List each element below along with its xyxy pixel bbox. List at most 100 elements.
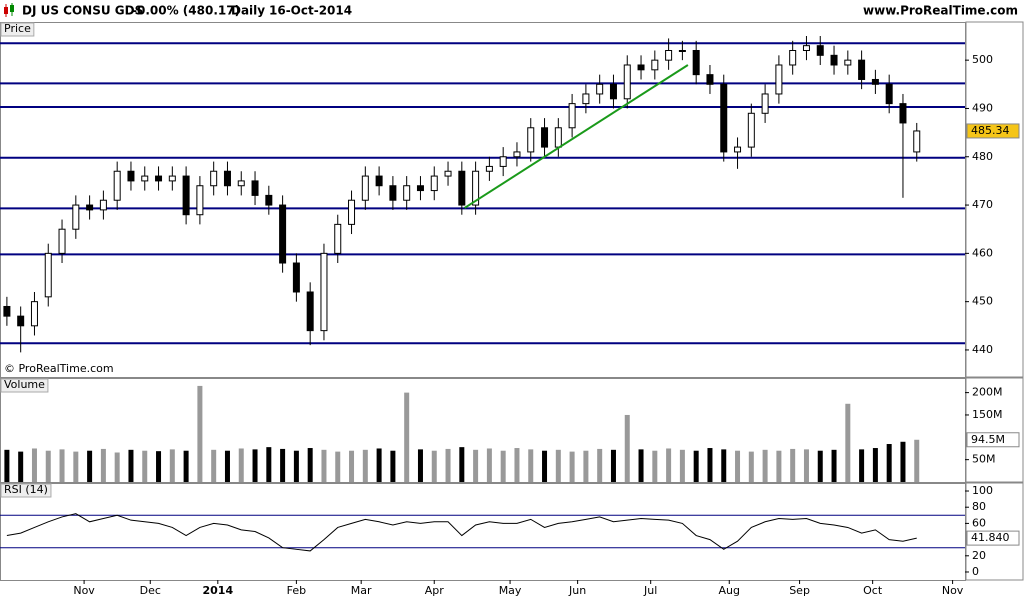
volume-bar (514, 448, 520, 482)
candle-body (334, 223, 342, 254)
candle-body (444, 170, 452, 177)
candle-body (554, 127, 562, 148)
candle-body (596, 83, 604, 95)
candle-body (251, 180, 259, 196)
x-tick-label: May (499, 584, 522, 597)
candle-body (775, 64, 783, 95)
candle-body (320, 252, 328, 332)
candle-body (292, 262, 300, 293)
volume-bar (542, 450, 548, 482)
candle-body (871, 78, 879, 85)
volume-bar (707, 448, 713, 482)
volume-bar (211, 449, 217, 482)
volume-bar (280, 448, 286, 482)
volume-bar (831, 449, 837, 482)
volume-bar (390, 450, 396, 482)
volume-bar (652, 450, 658, 482)
last-value-box (966, 123, 1020, 139)
candle-body (306, 291, 314, 332)
candle-body (99, 199, 107, 211)
candle-body (582, 93, 590, 105)
y-tick-label: 80 (972, 500, 986, 513)
volume-bar (293, 450, 299, 482)
panel-label: Price (4, 22, 31, 35)
candle-body (361, 175, 369, 201)
volume-bar (197, 385, 203, 482)
candle-body (623, 64, 631, 100)
y-tick-label: 480 (972, 150, 993, 163)
volume-bar (31, 448, 37, 482)
candle-body (913, 130, 921, 153)
candle-body (651, 59, 659, 71)
x-tick-label: Jun (568, 584, 586, 597)
y-tick-label: 150M (972, 408, 1003, 421)
x-tick-label: Nov (73, 584, 95, 597)
panel-label-box (0, 483, 52, 498)
x-tick-label: Nov (942, 584, 964, 597)
candle-body (816, 45, 824, 56)
y-tick-label: 450 (972, 295, 993, 308)
candle-body (127, 170, 135, 182)
volume-bar (859, 449, 865, 482)
candle-body (430, 175, 438, 192)
candle-body (844, 59, 852, 66)
candle-body (734, 146, 742, 153)
y-tick-label: 20 (972, 549, 986, 562)
volume-bar (349, 450, 355, 482)
volume-bar (169, 449, 175, 482)
volume-bar (459, 447, 465, 482)
trend-line (464, 64, 689, 209)
last-value-box (966, 530, 1020, 546)
candle-body (155, 175, 163, 182)
volume-bar (638, 449, 644, 482)
volume-bar (18, 451, 24, 482)
volume-bar (362, 449, 368, 482)
panel-label: Volume (4, 378, 45, 391)
volume-bar (45, 450, 51, 482)
candle-body (899, 103, 907, 124)
volume-bar (597, 448, 603, 482)
candle-body (789, 49, 797, 66)
last-value-box (966, 432, 1020, 448)
candle-body (830, 54, 838, 66)
change: -0.00% (480.17) (132, 4, 240, 18)
volume-bar (693, 450, 699, 482)
volume-bar (776, 450, 782, 482)
candle-body (72, 204, 80, 230)
candle-body (375, 175, 383, 187)
period: Daily (231, 4, 265, 18)
x-tick-label: Apr (425, 584, 445, 597)
volume-bar (73, 451, 79, 482)
candle-body (458, 170, 466, 206)
axis-area (965, 21, 1024, 378)
x-tick-label: Sep (789, 584, 810, 597)
volume-bar (679, 449, 685, 482)
candle-body (513, 151, 521, 158)
panel-label: RSI (14) (4, 483, 48, 496)
y-tick-label: 470 (972, 198, 993, 211)
volume-bar (500, 450, 506, 482)
panel-label-box (0, 22, 35, 37)
candle-body (265, 194, 273, 206)
volume-bar (445, 448, 451, 482)
volume-bar (762, 449, 768, 482)
volume-bar (183, 450, 189, 482)
candle-body (30, 301, 38, 327)
volume-bar (266, 447, 272, 482)
candle-body (223, 170, 231, 187)
volume-bar (252, 449, 258, 482)
candle-body (485, 165, 493, 172)
x-tick-label: Mar (351, 584, 372, 597)
candle-body (58, 228, 66, 254)
candle-body (802, 45, 810, 51)
y-tick-label: 500 (972, 53, 993, 66)
x-tick-label: Dec (140, 584, 161, 597)
volume-bar (417, 449, 423, 482)
y-tick-label: 100 (972, 484, 993, 497)
volume-bar (790, 448, 796, 482)
volume-bar (872, 448, 878, 482)
candle-body (527, 127, 535, 153)
candle-body (678, 49, 686, 52)
candle-body (141, 175, 149, 182)
